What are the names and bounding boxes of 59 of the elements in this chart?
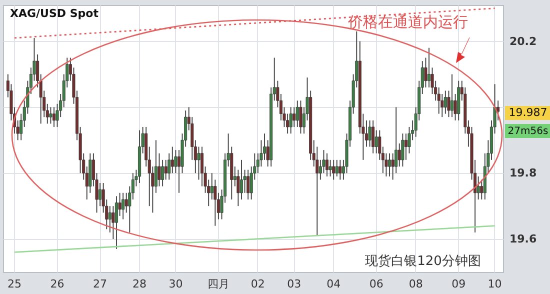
x-tick-label: 27 [93, 278, 108, 290]
x-tick-label: 10 [488, 278, 502, 290]
candlestick [289, 106, 292, 134]
chart-title: XAG/USD Spot [10, 7, 98, 20]
y-tick-label: 19.8 [510, 166, 537, 180]
x-tick-label: 06 [369, 278, 384, 290]
candlestick [374, 130, 378, 154]
candlestick [450, 74, 454, 118]
candlestick [114, 196, 118, 250]
candlestick [161, 159, 164, 187]
x-tick-label: 02 [250, 278, 265, 290]
candlestick [296, 100, 299, 128]
candlestick [335, 159, 338, 177]
candlestick [170, 146, 174, 174]
candlestick [299, 100, 302, 134]
candlestick [158, 152, 161, 187]
candlestick [338, 159, 342, 180]
candlestick [404, 133, 408, 160]
candlestick [197, 146, 200, 180]
candlestick [476, 176, 480, 200]
text: 19.987 [508, 106, 548, 119]
x-tick-label: 03 [287, 278, 302, 290]
candlestick [427, 47, 430, 88]
candlestick [240, 159, 243, 200]
x-tick-label: 25 [8, 278, 22, 290]
candlestick [444, 90, 447, 114]
candlestick [398, 142, 401, 168]
candlestick [210, 172, 214, 200]
x-tick-label: 26 [50, 278, 64, 290]
candlestick [332, 159, 336, 180]
candlestick [391, 152, 394, 180]
annotation: 现货白银120分钟图 [365, 254, 481, 269]
x-tick-label: 四月 [207, 278, 230, 290]
y-tick-label: 19.6 [510, 232, 537, 246]
candlestick [112, 206, 115, 240]
candlestick [124, 192, 128, 214]
x-tick-label: 28 [132, 278, 147, 290]
candlestick [98, 182, 102, 207]
candlestick [108, 206, 112, 233]
candlestick [52, 106, 56, 128]
candlestick [326, 152, 329, 177]
x-tick-label: 09 [452, 278, 466, 290]
candlestick [368, 120, 372, 148]
candlestick [372, 120, 375, 154]
x-tick-label: 04 [326, 278, 341, 290]
candlestick [122, 192, 125, 220]
candlestick [164, 159, 168, 180]
annotation: 价格在通道内运行 [347, 13, 468, 31]
candlestick [388, 152, 392, 177]
text: 27m56s [508, 126, 548, 137]
candlestick [174, 150, 178, 174]
candlestick [292, 106, 296, 128]
candlestick [49, 106, 52, 124]
candlestick [246, 169, 250, 200]
x-tick-label: 30 [168, 278, 183, 290]
candlestick [401, 133, 404, 168]
x-tick-label: 08 [408, 278, 423, 290]
candlestick [328, 159, 332, 177]
y-tick-label: 20.2 [510, 34, 537, 48]
